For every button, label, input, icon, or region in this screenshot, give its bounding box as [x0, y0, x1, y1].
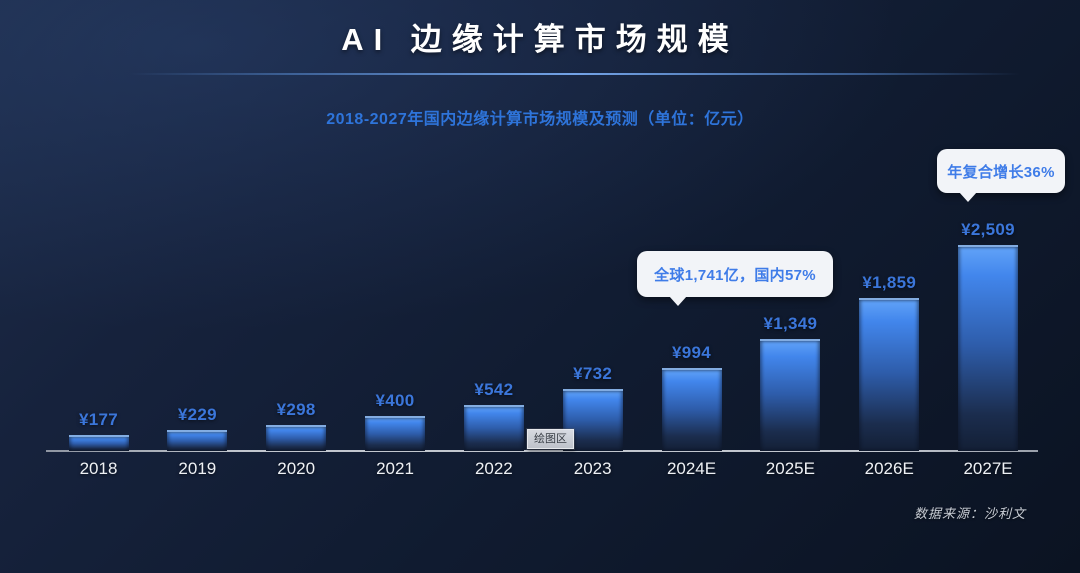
value-label-2026E: ¥1,859: [862, 273, 917, 292]
x-tick-2026E: 2026E: [864, 459, 914, 478]
x-axis-line: [46, 450, 1038, 452]
bar-2018[interactable]: [68, 435, 129, 451]
x-tick-2023: 2023: [573, 459, 612, 478]
callout-cagr-text: 年复合增长36%: [947, 163, 1055, 181]
bar-2027E[interactable]: [958, 245, 1019, 451]
x-tick-2025E: 2025E: [765, 459, 815, 478]
plot-area-tooltip: 绘图区: [526, 428, 575, 450]
x-tick-2024E: 2024E: [666, 459, 717, 478]
title-divider: [130, 73, 1020, 75]
bar-2025E[interactable]: [760, 339, 821, 451]
value-label-2018: ¥177: [78, 410, 119, 429]
callout-global-share-text: 全球1,741亿，国内57%: [654, 266, 816, 284]
value-label-2019: ¥229: [177, 405, 217, 424]
value-label-2023: ¥732: [573, 364, 613, 383]
value-label-2022: ¥542: [474, 380, 514, 399]
bar-2019[interactable]: [167, 430, 228, 451]
page-title: AI 边缘计算市场规模: [341, 22, 739, 57]
callout-global-share: 全球1,741亿，国内57%: [637, 251, 833, 306]
x-tick-2021: 2021: [376, 459, 414, 478]
bar-2024E[interactable]: [661, 368, 722, 451]
callout-cagr: 年复合增长36%: [937, 149, 1065, 202]
bar-2021[interactable]: [365, 416, 426, 451]
x-tick-2019: 2019: [178, 459, 217, 478]
bar-2022[interactable]: [463, 405, 524, 451]
value-label-2027E: ¥2,509: [961, 220, 1015, 239]
value-label-2021: ¥400: [375, 391, 415, 410]
value-label-2025E: ¥1,349: [763, 314, 818, 333]
bar-2020[interactable]: [266, 425, 327, 451]
data-source-note: 数据来源：沙利文: [913, 506, 1026, 521]
x-tick-2027E: 2027E: [963, 459, 1013, 478]
bar-2026E[interactable]: [859, 298, 920, 451]
value-label-2020: ¥298: [276, 400, 316, 419]
x-tick-2020: 2020: [277, 459, 316, 478]
value-label-2024E: ¥994: [672, 343, 712, 362]
x-tick-2018: 2018: [79, 459, 118, 478]
chart-subtitle: 2018-2027年国内边缘计算市场规模及预测（单位：亿元）: [326, 111, 754, 128]
x-tick-2022: 2022: [474, 459, 513, 478]
